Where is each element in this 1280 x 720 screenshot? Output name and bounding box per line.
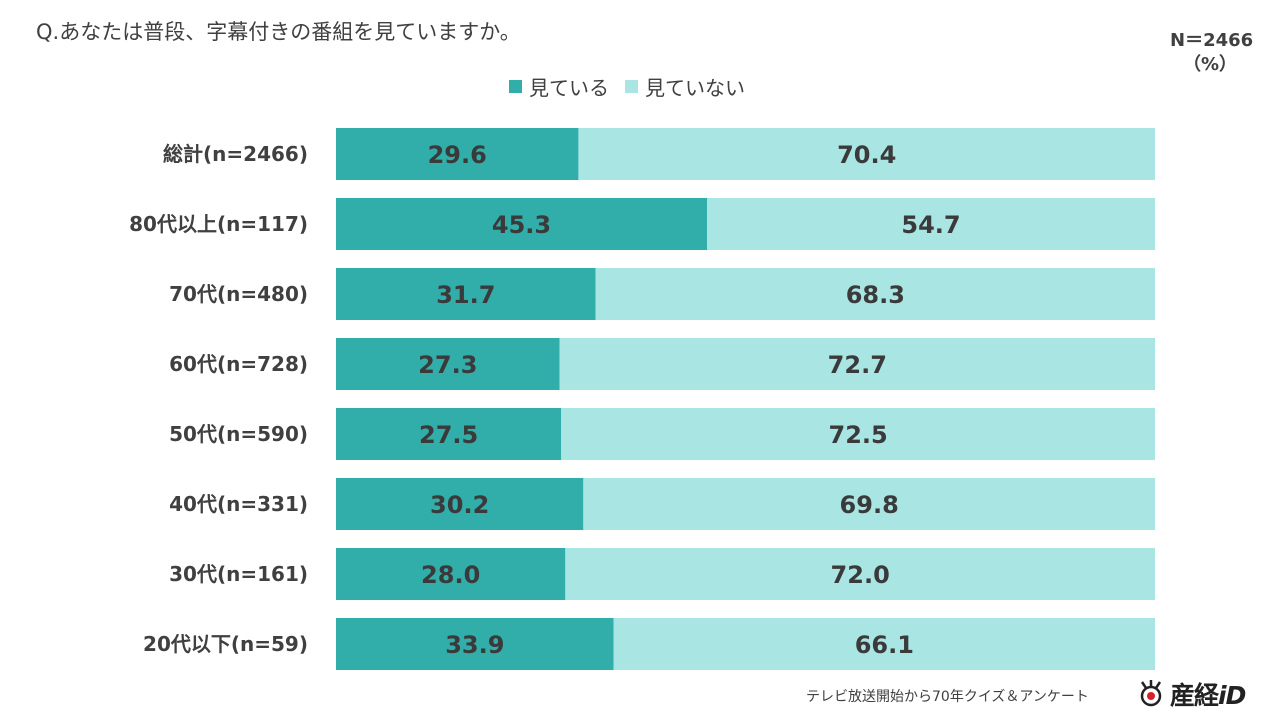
data-label: 68.3	[846, 281, 905, 309]
bar-not-watching	[559, 338, 1155, 390]
data-label: 33.9	[445, 631, 504, 659]
legend-swatch-not-watching	[625, 80, 638, 93]
data-label: 72.7	[828, 351, 887, 379]
bar-watching	[336, 478, 584, 530]
category-label: 50代(n=590)	[169, 422, 308, 446]
data-label: 27.5	[419, 421, 478, 449]
category-label: 30代(n=161)	[169, 562, 308, 586]
bar-not-watching	[578, 128, 1155, 180]
legend-label-not-watching: 見ていない	[645, 76, 745, 100]
legend-swatch-watching	[509, 80, 522, 93]
data-label: 31.7	[436, 281, 495, 309]
logo-mark-icon	[1140, 680, 1162, 707]
legend-label-watching: 見ている	[529, 76, 609, 100]
bar-not-watching	[595, 268, 1155, 320]
sample-size: N＝2466	[1170, 30, 1254, 51]
bar-watching	[336, 128, 579, 180]
legend-item-not-watching: 見ていない	[625, 72, 745, 101]
bar-watching	[336, 618, 614, 670]
logo-text: 産経iD	[1170, 681, 1246, 710]
footer-source: テレビ放送開始から70年クイズ＆アンケート	[806, 689, 1089, 705]
data-label: 54.7	[901, 211, 960, 239]
bar-watching	[336, 268, 596, 320]
category-label: 40代(n=331)	[169, 492, 308, 516]
data-label: 45.3	[492, 211, 551, 239]
data-label: 66.1	[855, 631, 914, 659]
data-label: 27.3	[418, 351, 477, 379]
bar-not-watching	[613, 618, 1155, 670]
data-label: 30.2	[430, 491, 489, 519]
category-label: 80代以上(n=117)	[129, 212, 308, 236]
bar-not-watching	[583, 478, 1155, 530]
category-label: 60代(n=728)	[169, 352, 308, 376]
bar-watching	[336, 338, 560, 390]
bar-watching	[336, 548, 566, 600]
sankei-id-logo: 産経iD	[1136, 676, 1246, 712]
data-label: 69.8	[840, 491, 899, 519]
data-label: 70.4	[837, 141, 896, 169]
data-label: 28.0	[421, 561, 480, 589]
data-label: 29.6	[428, 141, 487, 169]
data-label: 72.5	[829, 421, 888, 449]
category-label: 70代(n=480)	[169, 282, 308, 306]
bar-not-watching	[561, 408, 1155, 460]
legend-item-watching: 見ている	[509, 72, 609, 101]
bar-watching	[336, 198, 708, 250]
category-label: 総計(n=2466)	[163, 142, 308, 166]
bar-not-watching	[565, 548, 1155, 600]
question-title: Q.あなたは普段、字幕付きの番組を見ていますか。	[36, 20, 521, 44]
legend: 見ている 見ていない	[509, 72, 761, 101]
unit-label: （%）	[1183, 54, 1238, 75]
bar-watching	[336, 408, 562, 460]
bar-not-watching	[707, 198, 1155, 250]
category-label: 20代以下(n=59)	[143, 632, 308, 656]
data-label: 72.0	[831, 561, 890, 589]
